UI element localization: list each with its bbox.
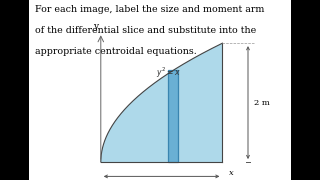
Bar: [291, 0, 320, 180]
Text: For each image, label the size and moment arm: For each image, label the size and momen…: [35, 5, 265, 14]
Text: x: x: [229, 169, 234, 177]
Text: y: y: [93, 22, 99, 31]
Polygon shape: [101, 43, 222, 162]
Bar: [168, 70, 178, 162]
Text: 2 m: 2 m: [254, 99, 269, 107]
Text: $y^{2} = x$: $y^{2} = x$: [156, 66, 180, 80]
Text: appropriate centroidal equations.: appropriate centroidal equations.: [35, 47, 197, 56]
Bar: [0, 0, 29, 180]
Text: of the differential slice and substitute into the: of the differential slice and substitute…: [35, 26, 256, 35]
